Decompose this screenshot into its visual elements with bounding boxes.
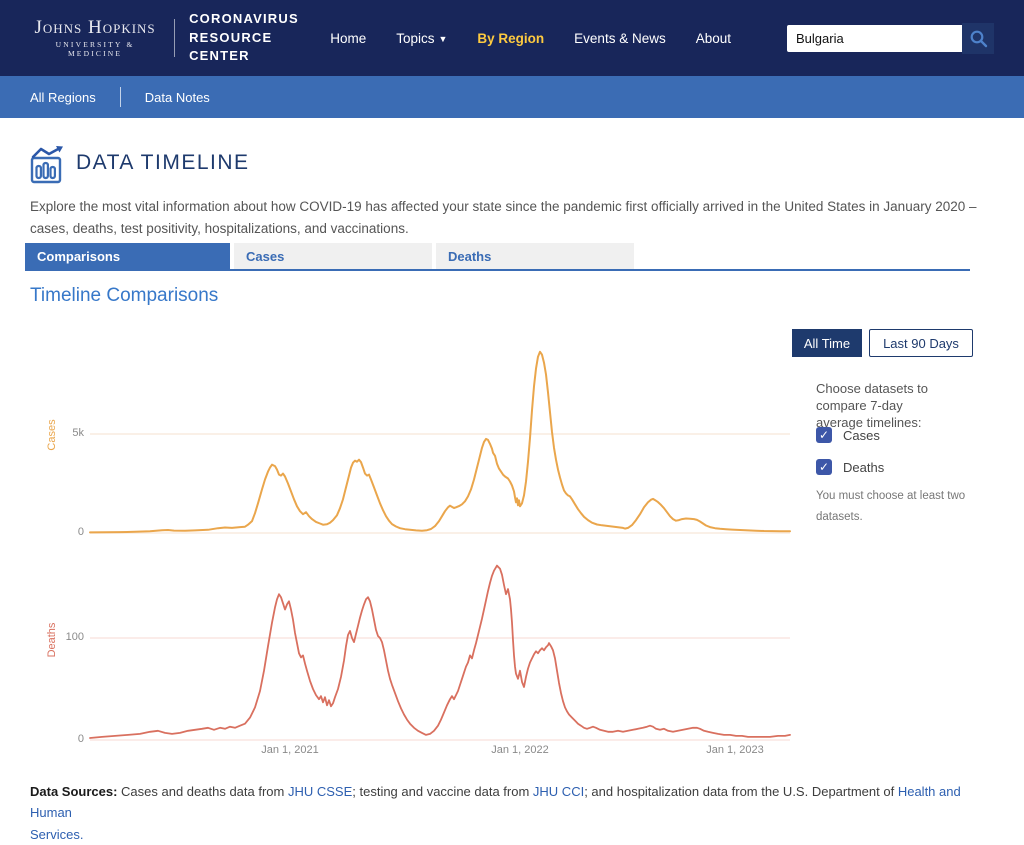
jhu-wordmark: Johns Hopkins University & Medicine (30, 18, 160, 58)
search-icon (970, 30, 987, 47)
last-90-days-button[interactable]: Last 90 Days (869, 329, 973, 357)
site-title: CORONAVIRUS RESOURCE CENTER (189, 10, 299, 64)
tab-deaths[interactable]: Deaths (436, 243, 634, 269)
deaths-ytick-0: 0 (77, 733, 84, 745)
cases-ytick-5k: 5k (72, 427, 84, 439)
jhu-logo[interactable]: Johns Hopkins University & Medicine CORO… (30, 10, 330, 67)
jhu-org-subtitle: University & Medicine (55, 40, 135, 58)
deaths-checkbox-label: Deaths (843, 459, 885, 475)
timeline-tabs: Comparisons Cases Deaths (25, 243, 970, 271)
data-sources-label: Data Sources: (30, 784, 118, 799)
main-nav: Home Topics ▼ By Region Events & News Abo… (330, 22, 994, 54)
xtick-jan-2023: Jan 1, 2023 (706, 744, 764, 756)
cases-ytick-0: 0 (77, 526, 84, 538)
subnav-all-regions[interactable]: All Regions (30, 89, 96, 105)
all-time-button[interactable]: All Time (792, 329, 862, 357)
deaths-line-chart[interactable] (89, 564, 791, 741)
choose-datasets-label: Choose datasets to compare 7-day average… (816, 381, 929, 431)
section-title: Timeline Comparisons (30, 285, 219, 306)
chevron-down-icon: ▼ (438, 33, 448, 44)
nav-home[interactable]: Home (330, 30, 367, 46)
cases-checkbox[interactable]: ✓ (816, 427, 832, 443)
subnav-data-notes[interactable]: Data Notes (144, 89, 210, 105)
cases-line-chart[interactable] (89, 348, 791, 534)
jhu-cci-link[interactable]: JHU CCI (532, 784, 585, 799)
xtick-jan-2021: Jan 1, 2021 (261, 744, 319, 756)
page-title: DATA TIMELINE (76, 151, 250, 174)
data-sources: Data Sources: Cases and deaths data from… (30, 784, 961, 842)
hhs-link-line2[interactable]: Services. (30, 826, 84, 842)
xtick-jan-2022: Jan 1, 2022 (491, 744, 549, 756)
subnav-divider (119, 87, 121, 107)
intro-paragraph: Explore the most vital information about… (30, 199, 977, 237)
tab-cases[interactable]: Cases (234, 243, 432, 269)
tab-comparisons[interactable]: Comparisons (25, 243, 230, 269)
hhs-link-line1[interactable]: Health and Human (30, 784, 961, 821)
deaths-ytick-100: 100 (65, 631, 84, 643)
datasets-note: You must choose at least two datasets. (816, 490, 966, 523)
cases-checkbox-row[interactable]: ✓ Cases (816, 427, 880, 443)
nav-about[interactable]: About (695, 30, 731, 46)
deaths-checkbox-row[interactable]: ✓ Deaths (816, 459, 884, 475)
region-subnav: All Regions Data Notes (0, 76, 1024, 118)
deaths-checkbox[interactable]: ✓ (816, 459, 832, 475)
logo-divider (174, 19, 176, 57)
jhu-csse-link[interactable]: JHU CSSE (287, 784, 353, 799)
search-button[interactable] (962, 22, 994, 54)
timeline-chart-icon (30, 146, 72, 189)
nav-by-region[interactable]: By Region (477, 30, 545, 46)
search-input[interactable] (787, 24, 962, 52)
top-navbar: Johns Hopkins University & Medicine CORO… (0, 0, 1024, 76)
nav-topics[interactable]: Topics ▼ (396, 30, 448, 46)
search-area (787, 22, 994, 54)
nav-events-news[interactable]: Events & News (574, 30, 666, 46)
cases-checkbox-label: Cases (843, 427, 880, 443)
jhu-org-name: Johns Hopkins (34, 17, 156, 38)
